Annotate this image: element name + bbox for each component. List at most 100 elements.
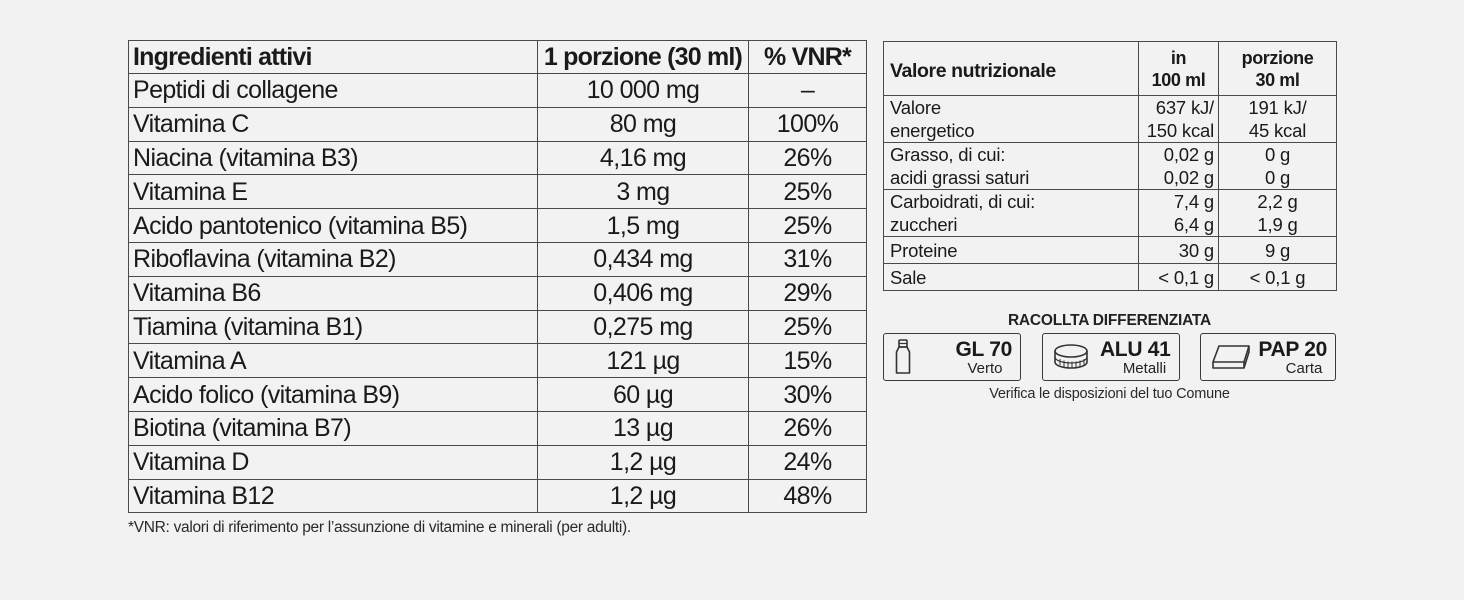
- ingredient-vnr: 24%: [748, 444, 867, 480]
- table-row: Riboflavina (vitamina B2) 0,434 mg 31%: [128, 241, 867, 277]
- header-per-serving-line1: porzione: [1241, 47, 1314, 68]
- ingredient-vnr: 31%: [748, 241, 867, 277]
- ingredient-name: Vitamina A: [128, 343, 538, 379]
- header-serving-amount: 1 porzione (30 ml): [537, 40, 749, 74]
- value-line2: 150 kcal: [1146, 120, 1215, 141]
- table-row: Acido pantotenico (vitamina B5) 1,5 mg 2…: [128, 208, 867, 243]
- ingredient-amount: 4,16 mg: [537, 140, 749, 176]
- ingredient-name: Tiamina (vitamina B1): [128, 309, 538, 345]
- recycling-badge-aluminium: ALU 41 Metalli: [1041, 333, 1180, 381]
- table-row: Vitamina B12 1,2 µg 48%: [128, 478, 867, 514]
- nutrient-per-serving: 0 g 0 g: [1218, 142, 1337, 190]
- ingredient-name: Vitamina C: [128, 106, 538, 142]
- header-nutrition-label: Valore nutrizionale: [883, 41, 1139, 96]
- ingredient-vnr: 29%: [748, 275, 867, 311]
- ingredient-amount: 80 mg: [537, 106, 749, 142]
- nutrient-label-line1: Carboidrati, di cui:: [890, 191, 1036, 212]
- ingredients-table: Ingredienti attivi 1 porzione (30 ml) % …: [128, 40, 867, 514]
- ingredient-vnr: –: [748, 73, 867, 108]
- nutrient-per-100ml: 30 g: [1138, 236, 1219, 264]
- badge-material: Verto: [967, 359, 1003, 377]
- recycling-badge-paper: PAP 20 Carta: [1200, 333, 1336, 381]
- ingredient-vnr: 48%: [748, 478, 867, 514]
- table-row: Valore energetico 637 kJ/ 150 kcal 191 k…: [883, 95, 1337, 143]
- value-line1: 0,02 g: [1163, 144, 1214, 165]
- vnr-footnote: *VNR: valori di riferimento per l’assunz…: [128, 519, 631, 537]
- nutrient-label-line2: acidi grassi saturi: [890, 167, 1030, 188]
- ingredient-vnr: 26%: [748, 410, 867, 446]
- value-line2: 1,9 g: [1257, 214, 1298, 235]
- ingredient-amount: 3 mg: [537, 174, 749, 210]
- nutrient-per-100ml: < 0,1 g: [1138, 263, 1219, 291]
- ingredient-amount: 1,2 µg: [537, 444, 749, 480]
- ingredient-amount: 0,275 mg: [537, 309, 749, 345]
- value-line2: 6,4 g: [1173, 214, 1214, 235]
- nutrient-per-100ml: 7,4 g 6,4 g: [1138, 189, 1219, 237]
- nutrient-per-serving: < 0,1 g: [1218, 263, 1337, 291]
- ingredient-amount: 1,5 mg: [537, 208, 749, 243]
- table-row: Carboidrati, di cui: zuccheri 7,4 g 6,4 …: [883, 189, 1337, 237]
- nutrient-label-line2: energetico: [890, 120, 975, 141]
- header-ingredient-name: Ingredienti attivi: [128, 40, 538, 74]
- table-row: Niacina (vitamina B3) 4,16 mg 26%: [128, 140, 867, 176]
- ingredient-amount: 13 µg: [537, 410, 749, 446]
- ingredients-header-row: Ingredienti attivi 1 porzione (30 ml) % …: [128, 40, 867, 74]
- nutrition-section: Valore nutrizionale in 100 ml porzione 3…: [883, 41, 1337, 291]
- nutrition-header-row: Valore nutrizionale in 100 ml porzione 3…: [883, 41, 1337, 96]
- nutrient-per-serving: 191 kJ/ 45 kcal: [1218, 95, 1337, 143]
- paper-box-icon: [1211, 343, 1251, 371]
- nutrition-table: Valore nutrizionale in 100 ml porzione 3…: [883, 41, 1337, 291]
- ingredient-vnr: 25%: [748, 174, 867, 210]
- nutrient-per-100ml: 637 kJ/ 150 kcal: [1138, 95, 1219, 143]
- ingredient-name: Acido pantotenico (vitamina B5): [128, 208, 538, 243]
- table-row: Biotina (vitamina B7) 13 µg 26%: [128, 410, 867, 446]
- table-row: Vitamina C 80 mg 100%: [128, 106, 867, 142]
- bottle-icon: [894, 339, 912, 375]
- ingredient-name: Vitamina E: [128, 174, 538, 210]
- table-row: Vitamina D 1,2 µg 24%: [128, 444, 867, 480]
- table-row: Vitamina A 121 µg 15%: [128, 343, 867, 379]
- recycling-note: Verifica le disposizioni del tuo Comune: [989, 386, 1230, 402]
- nutrient-label: Valore energetico: [883, 95, 1139, 143]
- value-line2: 45 kcal: [1248, 120, 1307, 141]
- ingredient-name: Biotina (vitamina B7): [128, 410, 538, 446]
- ingredient-name: Vitamina B6: [128, 275, 538, 311]
- value-line1: 637 kJ/: [1155, 97, 1214, 118]
- table-row: Proteine 30 g 9 g: [883, 236, 1337, 264]
- header-per-100ml-line2: 100 ml: [1151, 69, 1206, 90]
- bottle-cap-icon: [1053, 342, 1089, 372]
- nutrient-label-line2: zuccheri: [890, 214, 958, 235]
- ingredient-vnr: 30%: [748, 377, 867, 412]
- header-vnr-percent: % VNR*: [748, 40, 867, 74]
- table-row: Vitamina B6 0,406 mg 29%: [128, 275, 867, 311]
- ingredient-vnr: 25%: [748, 208, 867, 243]
- nutrient-per-serving: 9 g: [1218, 236, 1337, 264]
- table-row: Grasso, di cui: acidi grassi saturi 0,02…: [883, 142, 1337, 190]
- ingredient-name: Niacina (vitamina B3): [128, 140, 538, 176]
- value-line2: 0,02 g: [1163, 167, 1214, 188]
- nutrient-label: Grasso, di cui: acidi grassi saturi: [883, 142, 1139, 190]
- badge-code: ALU 41: [1099, 337, 1171, 361]
- ingredient-vnr: 100%: [748, 106, 867, 142]
- table-row: Peptidi di collagene 10 000 mg –: [128, 73, 867, 108]
- value-line1: 0 g: [1264, 144, 1291, 165]
- nutrient-per-serving: 2,2 g 1,9 g: [1218, 189, 1337, 237]
- ingredient-name: Peptidi di collagene: [128, 73, 538, 108]
- header-per-100ml-line1: in: [1170, 47, 1187, 68]
- badge-code: GL 70: [955, 337, 1013, 361]
- badge-text: ALU 41 Metalli: [1089, 339, 1171, 376]
- table-row: Tiamina (vitamina B1) 0,275 mg 25%: [128, 309, 867, 345]
- ingredient-vnr: 15%: [748, 343, 867, 379]
- value-line1: 2,2 g: [1257, 191, 1298, 212]
- ingredient-name: Vitamina D: [128, 444, 538, 480]
- badge-text: PAP 20 Carta: [1251, 339, 1327, 376]
- nutrient-label-line1: Grasso, di cui:: [890, 144, 1006, 165]
- header-per-serving-line2: 30 ml: [1255, 69, 1300, 90]
- ingredient-vnr: 26%: [748, 140, 867, 176]
- ingredient-amount: 60 µg: [537, 377, 749, 412]
- ingredient-amount: 1,2 µg: [537, 478, 749, 514]
- nutrient-label: Sale: [883, 263, 1139, 291]
- badge-material: Carta: [1285, 359, 1323, 377]
- ingredient-amount: 10 000 mg: [537, 73, 749, 108]
- table-row: Vitamina E 3 mg 25%: [128, 174, 867, 210]
